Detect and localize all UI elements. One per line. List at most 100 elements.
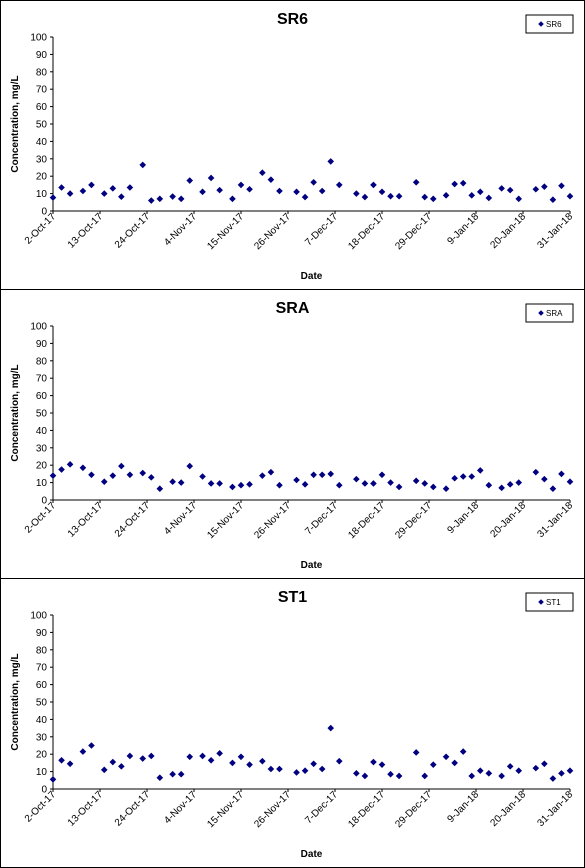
y-tick-label: 60	[36, 391, 48, 402]
data-point	[207, 756, 215, 764]
data-point	[109, 758, 117, 766]
data-point	[327, 724, 335, 732]
data-point	[532, 185, 540, 193]
data-point	[451, 474, 458, 482]
y-tick-label: 80	[36, 67, 48, 78]
y-tick-label: 40	[36, 426, 48, 437]
y-tick-label: 60	[36, 102, 48, 113]
data-point	[451, 180, 458, 188]
data-point	[370, 758, 377, 766]
data-point	[237, 753, 245, 761]
y-axis-title: Concentration, mg/L	[10, 364, 21, 461]
data-point	[199, 752, 206, 760]
legend-marker-icon	[538, 599, 544, 605]
x-tick-label: 26-Nov-17	[252, 211, 293, 252]
data-point	[370, 480, 377, 487]
data-point	[259, 472, 266, 479]
data-point	[126, 184, 134, 191]
data-point	[246, 481, 253, 488]
y-tick-label: 100	[30, 33, 47, 44]
data-point	[459, 473, 467, 480]
data-point	[549, 196, 557, 203]
data-point	[442, 485, 450, 492]
data-point	[109, 472, 117, 479]
data-point	[476, 767, 484, 775]
data-point	[58, 756, 65, 764]
data-point	[468, 473, 476, 480]
data-point	[66, 190, 74, 197]
legend-box	[525, 14, 574, 34]
data-point	[177, 770, 185, 778]
data-point	[476, 188, 484, 196]
data-point	[100, 190, 108, 197]
data-point	[532, 764, 540, 772]
data-point	[118, 193, 125, 201]
y-tick-label: 60	[36, 680, 48, 691]
data-point	[156, 195, 164, 203]
data-point	[147, 197, 155, 204]
y-tick-label: 100	[30, 611, 47, 622]
y-tick-label: 30	[36, 732, 48, 743]
data-point	[169, 193, 176, 200]
data-point	[387, 192, 394, 200]
x-tick-label: 4-Nov-17	[162, 500, 199, 537]
data-point	[259, 757, 266, 765]
data-point	[485, 194, 493, 202]
data-point	[395, 192, 403, 200]
data-point	[276, 481, 283, 489]
data-point	[49, 472, 57, 479]
y-tick-label: 0	[41, 785, 47, 796]
data-point	[549, 485, 557, 492]
data-point	[237, 181, 245, 189]
y-axis-title: Concentration, mg/L	[10, 653, 21, 750]
data-point	[558, 182, 565, 190]
data-point	[88, 742, 95, 749]
y-tick-label: 80	[36, 645, 48, 656]
data-point	[566, 478, 574, 486]
data-point	[541, 183, 548, 190]
data-point	[88, 181, 95, 189]
data-point	[361, 772, 369, 780]
x-tick-label: 31-Jan-18	[536, 211, 576, 251]
data-point	[506, 763, 514, 770]
data-point	[506, 481, 514, 488]
data-point	[421, 193, 429, 201]
data-point	[126, 471, 134, 479]
x-tick-label: 15-Nov-17	[205, 789, 246, 830]
data-point	[378, 188, 386, 196]
x-tick-label: 26-Nov-17	[252, 500, 293, 541]
x-tick-label: 24-Oct-17	[113, 211, 153, 251]
data-point	[506, 186, 514, 194]
x-tick-label: 20-Jan-18	[489, 211, 529, 251]
data-point	[301, 767, 309, 775]
y-tick-label: 10	[36, 767, 48, 778]
x-tick-label: 13-Oct-17	[66, 211, 106, 251]
data-point	[498, 185, 505, 192]
data-point	[412, 749, 420, 756]
data-point	[293, 476, 300, 484]
data-point	[246, 761, 253, 768]
legend-box	[525, 303, 574, 323]
x-tick-label: 29-Dec-17	[393, 211, 434, 252]
data-point	[476, 467, 484, 474]
chart-title: ST1	[278, 589, 307, 606]
data-point	[246, 185, 253, 193]
y-axis-title: Concentration, mg/L	[10, 75, 21, 172]
data-point	[267, 176, 275, 183]
data-point	[186, 753, 194, 761]
data-point	[156, 485, 164, 492]
y-tick-label: 90	[36, 628, 48, 639]
x-tick-label: 7-Dec-17	[303, 789, 340, 826]
x-axis-title: Date	[301, 849, 323, 860]
data-point	[126, 752, 134, 760]
data-point	[216, 186, 223, 194]
x-axis-title: Date	[301, 271, 323, 282]
x-tick-label: 15-Nov-17	[205, 211, 246, 252]
data-point	[361, 193, 369, 201]
data-point	[558, 470, 565, 478]
data-point	[429, 483, 437, 491]
data-point	[199, 473, 206, 480]
y-tick-label: 70	[36, 663, 48, 674]
data-point	[549, 775, 557, 782]
